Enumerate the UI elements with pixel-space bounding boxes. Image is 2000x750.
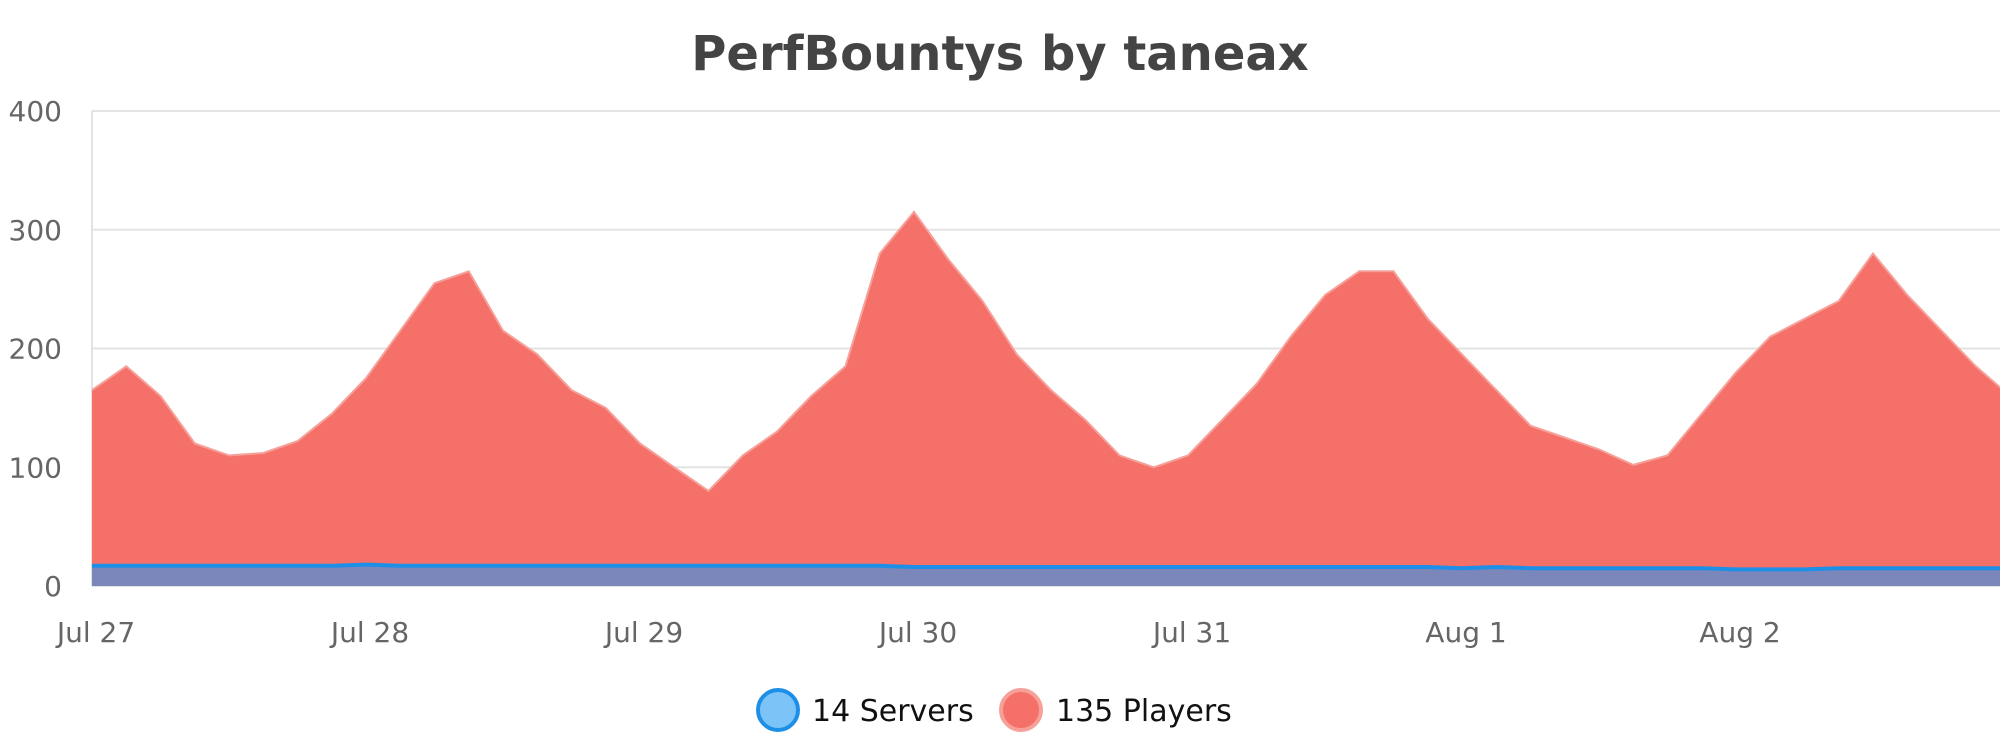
legend-item-servers[interactable]: 14 Servers <box>756 688 974 732</box>
players-area <box>92 211 2000 586</box>
y-tick-label: 100 <box>9 451 62 484</box>
chart-title: PerfBountys by taneax <box>691 26 1309 82</box>
series-group <box>92 210 2000 586</box>
legend[interactable]: 14 Servers 135 Players <box>756 688 1232 732</box>
x-tick-label: Jul 31 <box>1151 616 1231 649</box>
servers-line <box>92 562 2000 572</box>
legend-item-players[interactable]: 135 Players <box>999 688 1232 732</box>
x-tick-label: Aug 1 <box>1425 616 1506 649</box>
y-tick-label: 400 <box>9 95 62 128</box>
series-layer <box>92 210 2000 586</box>
legend-swatch <box>756 688 800 732</box>
servers-area <box>92 564 2000 586</box>
legend-label: 14 Servers <box>812 694 974 729</box>
axis-layer: Jul 27 Jul 28 Jul 29 Jul 30 Jul 31 Aug 1 Aug 2 <box>55 616 1781 649</box>
players-line <box>92 210 2000 493</box>
y-tick-label: 300 <box>9 214 62 247</box>
x-tick-label: Jul 30 <box>877 616 957 649</box>
x-tick-label: Jul 29 <box>603 616 683 649</box>
y-tick-label: 0 <box>44 570 62 603</box>
legend-label: 135 Players <box>1056 694 1232 729</box>
x-tick-label: Jul 28 <box>329 616 409 649</box>
x-tick-label: Jul 27 <box>55 616 135 649</box>
x-tick-label: Aug 2 <box>1699 616 1780 649</box>
legend-swatch <box>999 688 1043 732</box>
y-tick-label: 200 <box>9 333 62 366</box>
